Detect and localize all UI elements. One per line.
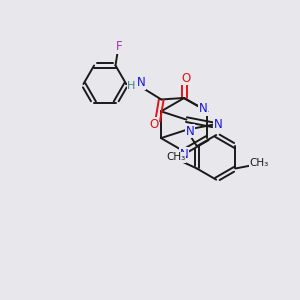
Text: O: O: [181, 72, 190, 85]
Text: N: N: [180, 148, 189, 161]
Text: O: O: [149, 118, 159, 131]
Text: H: H: [128, 80, 136, 91]
Text: N: N: [199, 103, 207, 116]
Text: CH₃: CH₃: [250, 158, 269, 168]
Text: N: N: [186, 125, 194, 138]
Text: F: F: [116, 40, 122, 53]
Text: CH₃: CH₃: [167, 152, 186, 162]
Text: N: N: [137, 76, 146, 89]
Text: N: N: [214, 118, 222, 131]
